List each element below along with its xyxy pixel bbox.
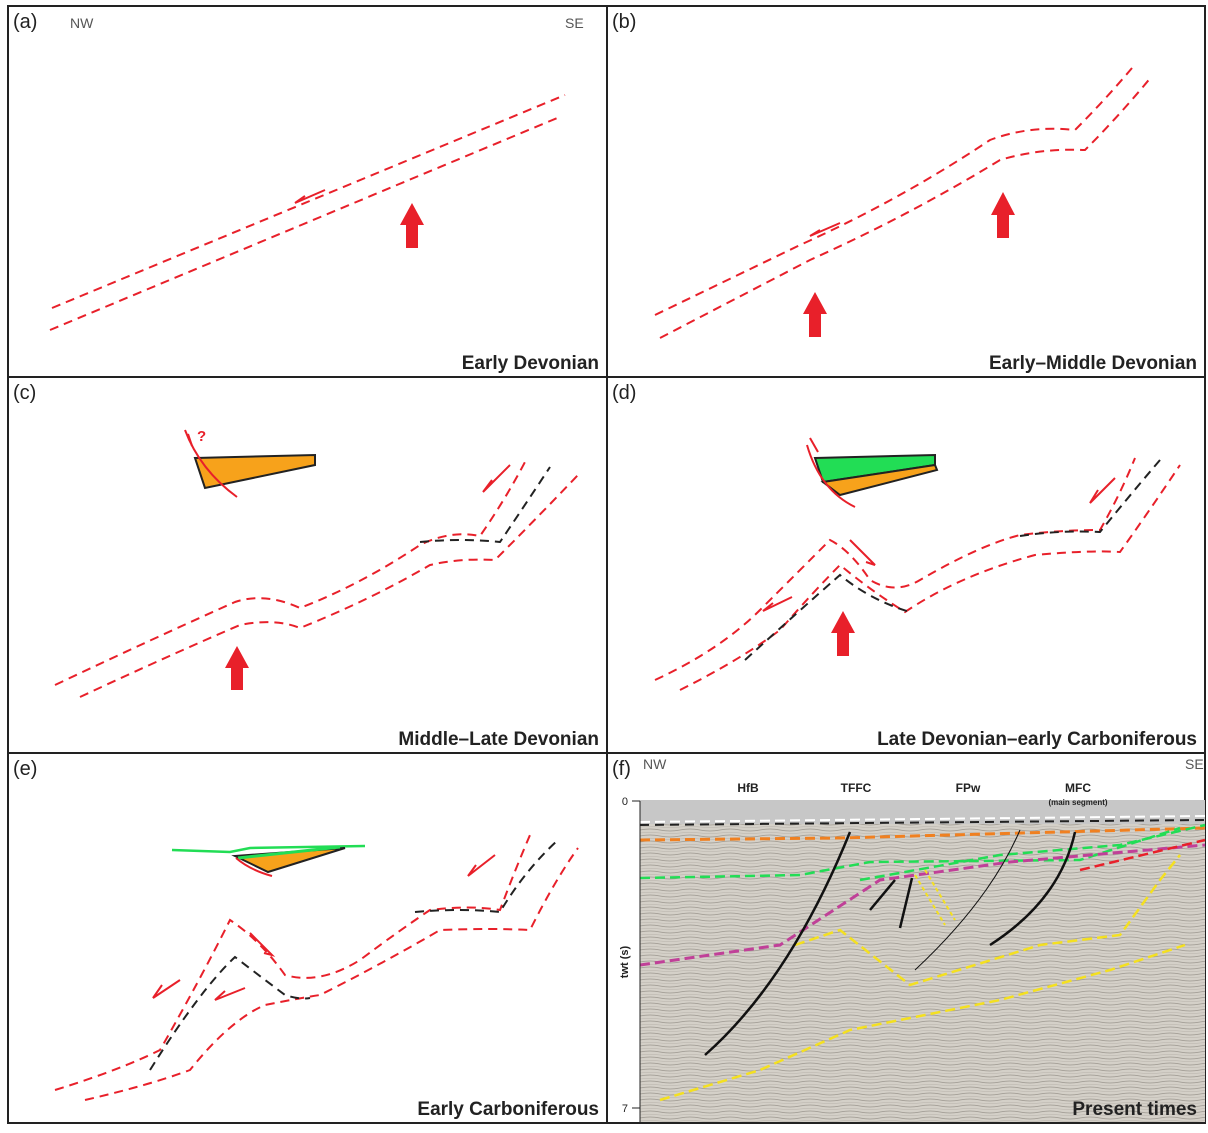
panel-b-drawing [654,67,1153,339]
axis-label: twt (s) [619,945,631,978]
panel-title: Early Carboniferous [417,1099,599,1120]
direction-label: SE [1185,756,1204,772]
feature-label: TFFC [841,781,872,795]
panel-e-drawing [54,834,579,1101]
feature-label: MFC [1065,781,1091,795]
panel-label: (e) [13,758,37,780]
panel-f-drawing [639,800,1206,1122]
panel-c-drawing [54,429,579,698]
panel-title: Middle–Late Devonian [398,729,599,750]
feature-label: FPw [956,781,981,795]
direction-label: NW [643,756,667,772]
axis-tick-label: 0 [622,796,628,808]
direction-label: SE [565,15,584,31]
panel-label: (a) [13,11,37,33]
direction-label: NW [70,15,94,31]
labels: (a) Early Devonian NW SE (b) Early–Middle Dev… [13,11,1204,1122]
question-mark: ? [197,428,206,445]
panel-a-drawing [49,94,566,331]
panel-title: Present times [1072,1099,1197,1120]
feature-note: (main segment) [1048,798,1107,807]
axis-tick-label: 7 [622,1103,628,1115]
panel-title: Early–Middle Devonian [989,353,1197,374]
feature-label: HfB [737,781,759,795]
panel-label: (d) [612,382,636,404]
panel-label: (c) [13,382,36,404]
panel-label: (f) [612,758,631,780]
panel-title: Late Devonian–early Carboniferous [877,729,1197,750]
panel-title: Early Devonian [462,353,599,374]
panel-label: (b) [612,11,636,33]
panel-d-drawing [654,437,1181,691]
